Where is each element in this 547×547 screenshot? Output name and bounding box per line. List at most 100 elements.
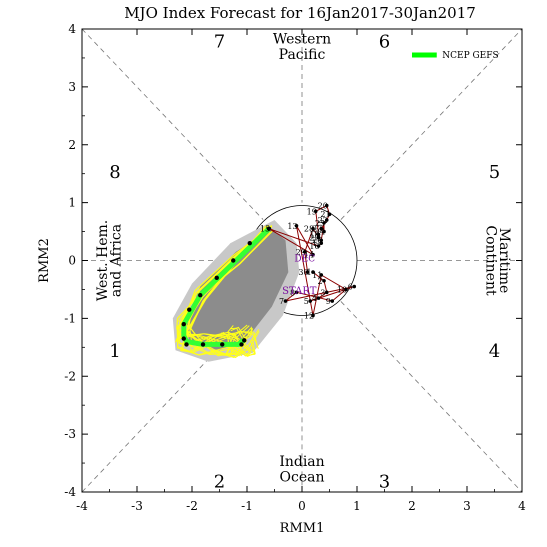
observed-point [267,226,271,231]
observed-day-label: 30 [298,268,308,277]
y-tick-label: -2 [64,369,76,383]
observed-point [327,212,332,216]
observed-day-label: 2 [317,277,322,286]
observed-point [324,218,329,222]
y-tick-label: -3 [64,427,76,441]
x-tick-label: 3 [463,499,471,513]
region-right-line1: Maritime [496,228,512,294]
observed-point [311,270,315,274]
phase-label: 2 [214,471,225,492]
observed-day-label: 16 [309,242,319,251]
region-bottom-line2: Ocean [280,470,325,486]
observed-point [294,290,299,295]
region-left-line1: West. Hem. [95,220,111,301]
observed-day-label: 11 [312,271,322,280]
member-line [180,228,269,357]
diagonal-line [340,28,523,220]
observed-day-label: 28 [304,225,314,234]
x-tick-label: 2 [408,499,416,513]
forecast-point [181,321,186,327]
observed-point [283,299,288,303]
start-label: START [282,286,317,297]
observed-day-label: 27 [309,233,319,242]
observed-day-label: 14 [304,251,314,260]
observed-day-label: 21 [320,210,330,219]
observed-day-label: 15 [260,225,270,234]
observed-day-label: 12 [304,311,314,320]
y-tick-label: 3 [68,80,76,94]
observed-day-label: 7 [279,297,284,306]
observed-point [311,313,315,318]
x-tick-label: -2 [186,499,198,513]
phase-label: 7 [214,32,225,53]
phase-label: 5 [489,162,500,183]
ensemble-spread [172,220,300,362]
y-tick-label: 1 [68,196,76,210]
observed-point [305,270,310,274]
forecast-point [187,307,192,312]
chart-title: MJO Index Forecast for 16Jan2017-30Jan20… [124,4,476,22]
observed-point [302,250,307,254]
phase-label: 6 [379,32,390,53]
x-tick-label: -3 [131,499,143,513]
y-tick-label: -1 [64,311,76,325]
forecast-point [198,293,203,298]
x-tick-label: 0 [298,499,306,513]
forecast-point [239,342,244,347]
observed-point [322,278,326,283]
observed-point [311,252,315,257]
legend: NCEP GEFS [412,51,499,61]
region-bottom-line1: Indian [279,454,324,470]
observed-day-label: 10 [337,285,347,294]
x-tick-label: 4 [518,499,526,513]
legend-label: NCEP GEFS [442,51,498,61]
diagonal-line [340,301,523,493]
end-label: DEC [294,255,315,265]
phase-label: 4 [489,341,500,362]
x-tick-label: -1 [241,499,253,513]
observed-point [319,226,324,231]
phase-label: 1 [109,341,120,362]
observed-day-label: 18 [309,230,319,239]
forecast-point [181,336,186,341]
observed-day-label: 5 [304,297,309,306]
spread-inner [186,228,289,351]
observed-point [311,226,315,231]
observed-day-label: 23 [312,225,322,234]
observed-point [319,273,324,277]
region-right-line2: Continent [482,225,498,296]
phase-label: 8 [109,162,120,183]
forecast-point [220,342,225,347]
observed-point [316,232,321,237]
observed-day-label: 6 [348,283,353,292]
observed-day-label: 4 [312,294,317,303]
observed-point [313,209,318,214]
observed-point [324,290,329,295]
observed-point [322,229,326,234]
forecast-point [231,258,236,263]
y-axis-label: RMM2 [37,238,52,283]
observed-day-label: 17 [312,239,322,248]
observed-point [322,221,326,225]
observed-day-label: 29 [296,248,306,257]
observed-point [316,244,321,248]
phase-label: 3 [379,471,390,492]
observed-point [316,296,321,300]
observed-day-label: 22 [318,216,328,225]
forecast-point [242,338,247,343]
observed-point [319,238,324,243]
observed-point [330,299,335,303]
forecast-point [247,240,252,246]
observed-day-label: 9 [326,297,331,306]
observed-point [352,284,357,289]
forecast-point [184,342,189,347]
y-tick-label: 4 [68,22,76,36]
observed-day-label: 20 [318,202,328,211]
observed-day-label: 24 [315,228,325,237]
y-tick-label: 2 [68,138,76,152]
observed-day-label: 8 [290,288,295,297]
observed-day-label: 25 [315,219,325,228]
